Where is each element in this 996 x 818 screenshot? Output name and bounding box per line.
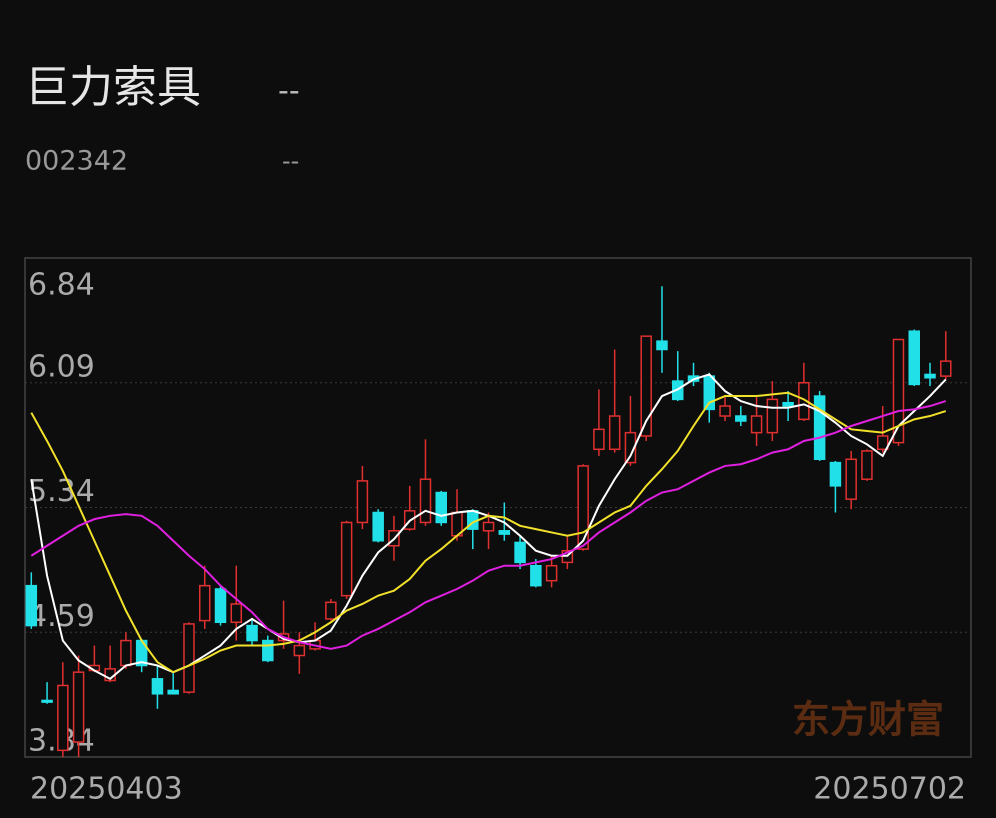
y-tick-label: 5.34 <box>28 474 95 509</box>
candle-body <box>72 671 85 743</box>
candle-body <box>940 360 952 377</box>
candle-body <box>482 521 495 532</box>
candle-body <box>340 521 353 597</box>
candle-body <box>624 431 637 464</box>
candle-body <box>892 338 905 444</box>
candle-body <box>750 415 763 434</box>
stock-code: 002342 <box>25 146 128 177</box>
candle-body <box>656 340 668 351</box>
candle-body <box>183 623 195 693</box>
candle-body <box>214 588 227 624</box>
candle-body <box>230 603 243 624</box>
candle-body <box>530 564 542 587</box>
candle-body <box>151 678 164 695</box>
candle-body <box>798 382 810 421</box>
candle-body <box>703 375 716 411</box>
x-tick-label: 20250403 <box>30 772 183 807</box>
candle-body <box>41 699 53 703</box>
candle-body <box>719 405 731 417</box>
candle-body <box>25 584 38 627</box>
candle-body <box>372 511 384 542</box>
candle-body <box>293 644 306 657</box>
code-change: -- <box>282 147 299 175</box>
candle-body <box>861 450 873 480</box>
moving-average-line <box>30 400 947 650</box>
candle-body <box>735 415 747 422</box>
candle-body <box>435 491 447 524</box>
candle-body <box>262 639 274 662</box>
y-tick-label: 6.84 <box>28 268 95 303</box>
candle-body <box>813 395 826 461</box>
candle-body <box>419 478 432 524</box>
stock-name: 巨力索具 <box>25 62 201 113</box>
candle-body <box>198 584 211 622</box>
candle-body <box>120 639 132 667</box>
candle-body <box>640 335 652 437</box>
candle-body <box>545 564 558 582</box>
candle-body <box>876 435 889 451</box>
watermark: 东方财富 <box>792 698 944 742</box>
candle-body <box>325 601 337 620</box>
candle-body <box>514 541 526 564</box>
candle-body <box>498 530 511 535</box>
candle-body <box>356 480 369 524</box>
y-tick-label: 6.09 <box>28 349 95 384</box>
price-change: -- <box>278 74 300 109</box>
candle-body <box>924 373 936 379</box>
candle-body <box>57 684 69 752</box>
candle-body <box>593 428 605 451</box>
x-tick-label: 20250702 <box>813 772 966 807</box>
candle-body <box>608 415 621 451</box>
moving-average-line <box>30 391 947 674</box>
candle-body <box>845 458 857 500</box>
candle-body <box>577 465 589 550</box>
y-tick-label: 4.59 <box>28 599 95 634</box>
candle-body <box>766 398 779 434</box>
candle-body <box>829 461 842 487</box>
candle-body <box>246 624 258 642</box>
candle-body <box>908 330 920 386</box>
candle-body <box>167 689 179 695</box>
candle-body <box>782 401 794 407</box>
